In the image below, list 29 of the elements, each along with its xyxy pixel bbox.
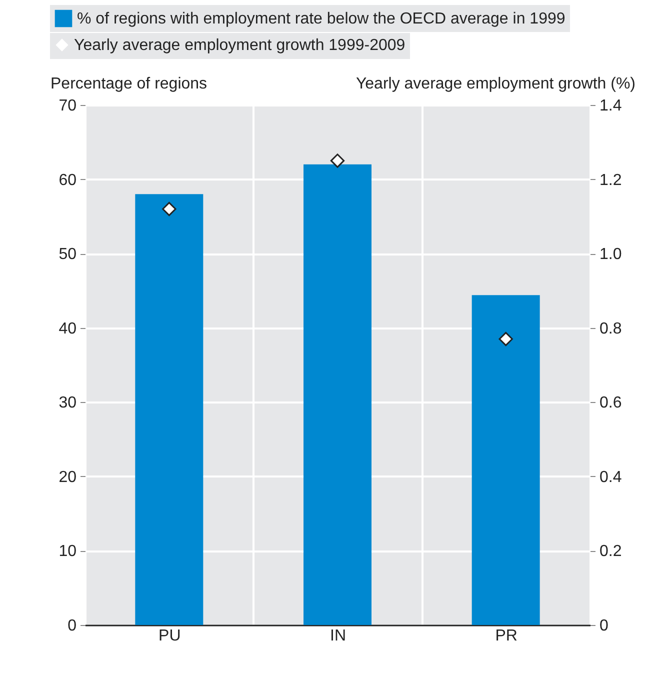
y-tick-label: 20 — [58, 468, 77, 486]
x-tick-label: IN — [330, 628, 346, 644]
point — [162, 202, 176, 216]
point — [330, 154, 345, 168]
legend-label: Yearly average employment growth 1999-2009 — [74, 37, 406, 54]
y-tick-label: 30 — [58, 394, 77, 412]
y2-axis-title: Yearly average employment growth (%) — [356, 76, 636, 92]
y2-tick-label: 0.2 — [600, 543, 622, 560]
point — [498, 332, 513, 346]
x-tick-label: PU — [158, 628, 181, 644]
y2-tick-label: 0.8 — [600, 320, 622, 338]
y-tick-label: 10 — [58, 543, 77, 560]
bar — [304, 164, 372, 625]
y-tick-label: 60 — [58, 172, 77, 189]
legend-label: % of regions with employment rate below the OECD average in 1999 — [77, 10, 566, 28]
bar — [472, 295, 540, 625]
y2-tick-label: 1.4 — [600, 98, 622, 114]
y2-tick-label: 0 — [600, 618, 608, 634]
y2-tick-label: 0.6 — [600, 394, 622, 412]
x-tick-label: PR — [495, 628, 518, 644]
y-tick-label: 50 — [58, 246, 77, 264]
y2-tick-label: 1.0 — [600, 246, 622, 264]
y-axis-title: Percentage of regions — [50, 76, 208, 92]
y-tick-label: 70 — [58, 98, 77, 114]
y-tick-label: 0 — [68, 618, 77, 634]
bar — [135, 194, 204, 625]
y2-tick-label: 0.4 — [600, 468, 622, 486]
y-tick-label: 40 — [58, 320, 77, 338]
y2-tick-label: 1.2 — [600, 172, 622, 189]
